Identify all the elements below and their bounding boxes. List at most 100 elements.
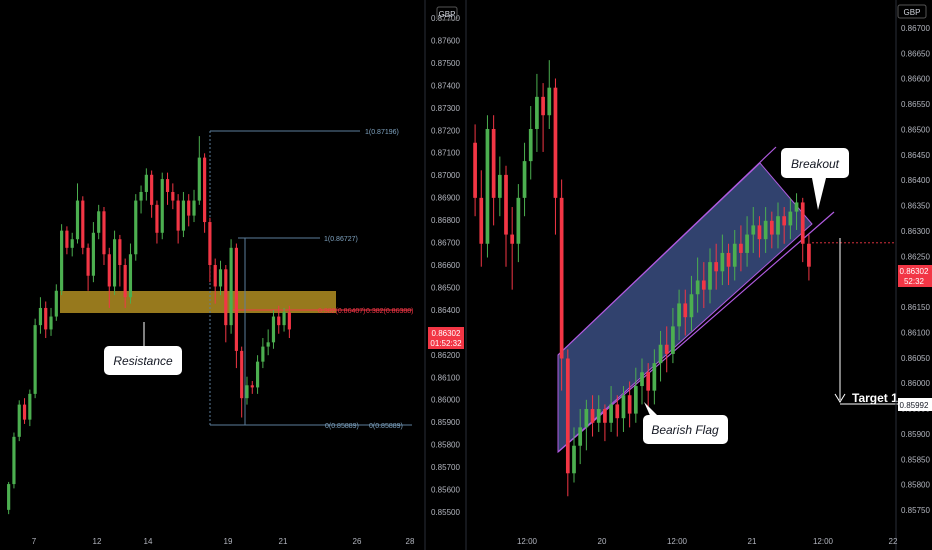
right-price-tick: 0.85800 — [901, 481, 930, 490]
right-price-tick: 0.86100 — [901, 328, 930, 337]
left-candle — [277, 316, 281, 326]
left-candle — [171, 191, 175, 201]
right-current-price: 0.86302 — [900, 267, 929, 276]
left-candle — [49, 316, 53, 330]
left-price-tick: 0.85700 — [431, 463, 460, 472]
left-candle — [165, 179, 170, 192]
left-candle — [245, 385, 249, 399]
left-candle — [60, 230, 64, 291]
left-date-tick: 21 — [279, 537, 288, 546]
left-currency-badge[interactable]: GBP — [439, 10, 456, 19]
fib-label-bottom-b: 0(0.85889) — [369, 423, 403, 430]
right-candle — [485, 128, 490, 244]
left-date-tick: 26 — [353, 537, 362, 546]
left-date-tick: 19 — [224, 537, 233, 546]
right-candle — [757, 225, 762, 240]
right-candle — [683, 303, 688, 318]
left-candle — [240, 350, 244, 399]
left-date-axis[interactable]: 7 12 14 19 21 26 28 — [32, 537, 415, 546]
fib-label-mid: 1(0.86727) — [324, 236, 358, 243]
right-candle — [541, 96, 545, 116]
right-candle — [664, 344, 669, 354]
right-candle — [739, 243, 743, 253]
left-candle — [234, 247, 238, 351]
right-price-tick: 0.85850 — [901, 455, 930, 464]
right-candle — [788, 211, 793, 226]
left-date-tick: 28 — [406, 537, 415, 546]
left-price-tick: 0.85800 — [431, 441, 460, 450]
right-date-axis[interactable]: 12:00 20 12:00 21 12:00 22 — [517, 537, 898, 546]
left-price-tick: 0.87700 — [431, 14, 460, 23]
right-date-tick: 22 — [889, 537, 898, 546]
right-candle — [677, 303, 681, 327]
left-price-tick: 0.87300 — [431, 104, 460, 113]
left-candle — [97, 211, 101, 233]
right-candle — [701, 280, 706, 290]
left-candle — [33, 325, 37, 394]
right-price-tick: 0.86700 — [901, 24, 930, 33]
right-candle — [658, 344, 663, 364]
left-price-tick: 0.85900 — [431, 418, 460, 427]
right-candles — [473, 60, 896, 497]
right-currency-badge[interactable]: GBP — [904, 8, 921, 17]
left-date-tick: 12 — [93, 537, 102, 546]
left-candle — [91, 232, 95, 276]
right-candle — [769, 220, 774, 235]
right-price-tick: 0.86150 — [901, 303, 930, 312]
left-price-tick: 0.86200 — [431, 351, 460, 360]
fib-label-bottom-a: 0(0.85889) — [325, 423, 359, 430]
right-candle — [646, 372, 651, 391]
right-candle — [800, 202, 805, 244]
left-price-tick: 0.87200 — [431, 126, 460, 135]
right-countdown: 52:32 — [904, 277, 925, 286]
left-candle — [22, 404, 27, 420]
right-date-tick: 12:00 — [517, 537, 538, 546]
right-candle — [708, 262, 712, 290]
fib-label-top: 1(0.87196) — [365, 129, 399, 136]
right-price-tick: 0.86550 — [901, 100, 930, 109]
right-price-tick: 0.86500 — [901, 125, 930, 134]
left-candle — [160, 179, 164, 233]
right-candle — [652, 363, 657, 391]
left-candle — [224, 269, 228, 326]
left-current-price: 0.86302 — [432, 329, 461, 338]
right-candle — [603, 409, 607, 423]
left-price-axis[interactable]: 0.87700 0.87600 0.87500 0.87400 0.87300 0.872… — [431, 14, 460, 517]
right-candle — [584, 409, 589, 428]
left-candle — [197, 157, 201, 201]
right-candle — [547, 87, 552, 116]
right-candle — [695, 280, 700, 295]
left-currency-badge-box — [436, 6, 458, 21]
left-candle — [266, 342, 270, 347]
left-price-tick: 0.86700 — [431, 239, 460, 248]
left-candle — [261, 346, 265, 362]
right-candle — [497, 174, 502, 198]
right-price-tag: 0.86302 52:32 — [898, 265, 932, 287]
left-candle — [28, 393, 32, 420]
right-candle — [615, 404, 620, 419]
right-chart-panel[interactable]: Breakout Bearish Flag Target 1 0.86700 0.… — [465, 0, 932, 550]
right-candle — [627, 395, 632, 414]
left-chart-panel[interactable]: 1(0.87196) 1(0.86727) 0.382(0.86407) 0.3… — [7, 0, 464, 550]
left-candle — [282, 312, 286, 326]
right-candle — [528, 128, 533, 162]
right-candle — [745, 234, 749, 253]
right-candle — [621, 395, 626, 419]
right-price-tick: 0.86650 — [901, 49, 930, 58]
right-candle — [565, 358, 570, 474]
right-candle — [491, 128, 496, 198]
left-date-tick: 14 — [144, 537, 153, 546]
bearish-flag-label: Bearish Flag — [651, 423, 719, 437]
left-price-tick: 0.87000 — [431, 171, 460, 180]
fibonacci-retracements — [209, 130, 412, 426]
left-candle — [128, 254, 133, 298]
right-candle — [510, 234, 515, 244]
right-candle — [732, 243, 737, 267]
target-arrow — [834, 238, 898, 405]
right-candle — [671, 326, 675, 354]
right-candle — [633, 386, 638, 414]
right-candle — [782, 216, 787, 226]
fib-label-0382-b: 0.382(0.86388) — [366, 308, 413, 315]
left-candle — [139, 191, 143, 201]
left-candle — [17, 404, 21, 437]
